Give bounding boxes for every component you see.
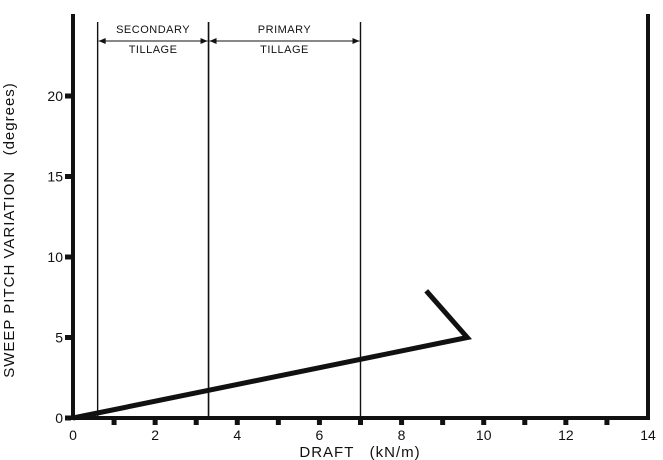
x-tick-label: 2 — [151, 427, 159, 443]
y-tick-label: 10 — [47, 249, 63, 265]
arrowhead-left — [209, 38, 217, 44]
x-minor-tick — [193, 420, 199, 425]
series-line — [72, 289, 473, 421]
x-tick-label: 4 — [233, 427, 241, 443]
x-tick-label: 12 — [558, 427, 574, 443]
region-label-line2: TILLAGE — [129, 44, 178, 56]
x-axis-title: DRAFT (kN/m) — [299, 444, 420, 460]
y-axis-title: SWEEP PITCH VARIATION (degrees) — [1, 82, 18, 378]
arrowhead-right — [352, 38, 360, 44]
x-minor-tick — [563, 420, 569, 425]
x-tick-label: 8 — [398, 427, 406, 443]
x-tick-label: 10 — [476, 427, 492, 443]
y-tick-label: 0 — [55, 410, 63, 426]
x-minor-tick — [399, 420, 405, 425]
data-series — [72, 289, 473, 421]
x-tick-label: 6 — [316, 427, 324, 443]
arrowhead-left — [98, 38, 106, 44]
x-minor-tick — [316, 420, 322, 425]
tillage-regions: SECONDARY TILLAGE PRIMARY TILLAGE — [96, 22, 362, 418]
y-tick-mark — [65, 415, 71, 421]
y-tick-mark — [65, 335, 71, 340]
region-label-line1: SECONDARY — [116, 24, 190, 36]
region-label-line1: PRIMARY — [258, 24, 312, 36]
x-minor-tick — [440, 420, 446, 425]
x-axis-ticks: 0 2 4 6 8 10 12 14 — [69, 420, 656, 443]
y-tick-label: 20 — [47, 88, 63, 104]
x-tick-label: 14 — [640, 427, 656, 443]
y-axis-ticks: 0 5 10 15 20 — [47, 88, 71, 426]
y-tick-label: 5 — [55, 330, 63, 346]
region-label-line2: TILLAGE — [260, 44, 309, 56]
x-minor-tick — [358, 420, 363, 425]
x-minor-tick — [111, 420, 117, 425]
x-tick-label: 0 — [69, 427, 77, 443]
x-minor-tick — [275, 420, 281, 425]
x-minor-tick — [152, 420, 158, 425]
y-tick-mark — [65, 254, 71, 260]
y-tick-mark — [65, 93, 71, 99]
y-tick-label: 15 — [47, 169, 63, 185]
x-minor-tick — [522, 420, 528, 425]
x-minor-tick — [481, 420, 487, 425]
arrowhead-right — [200, 38, 208, 44]
x-minor-tick — [604, 420, 610, 425]
y-tick-mark — [65, 174, 71, 179]
x-minor-tick — [234, 420, 240, 425]
